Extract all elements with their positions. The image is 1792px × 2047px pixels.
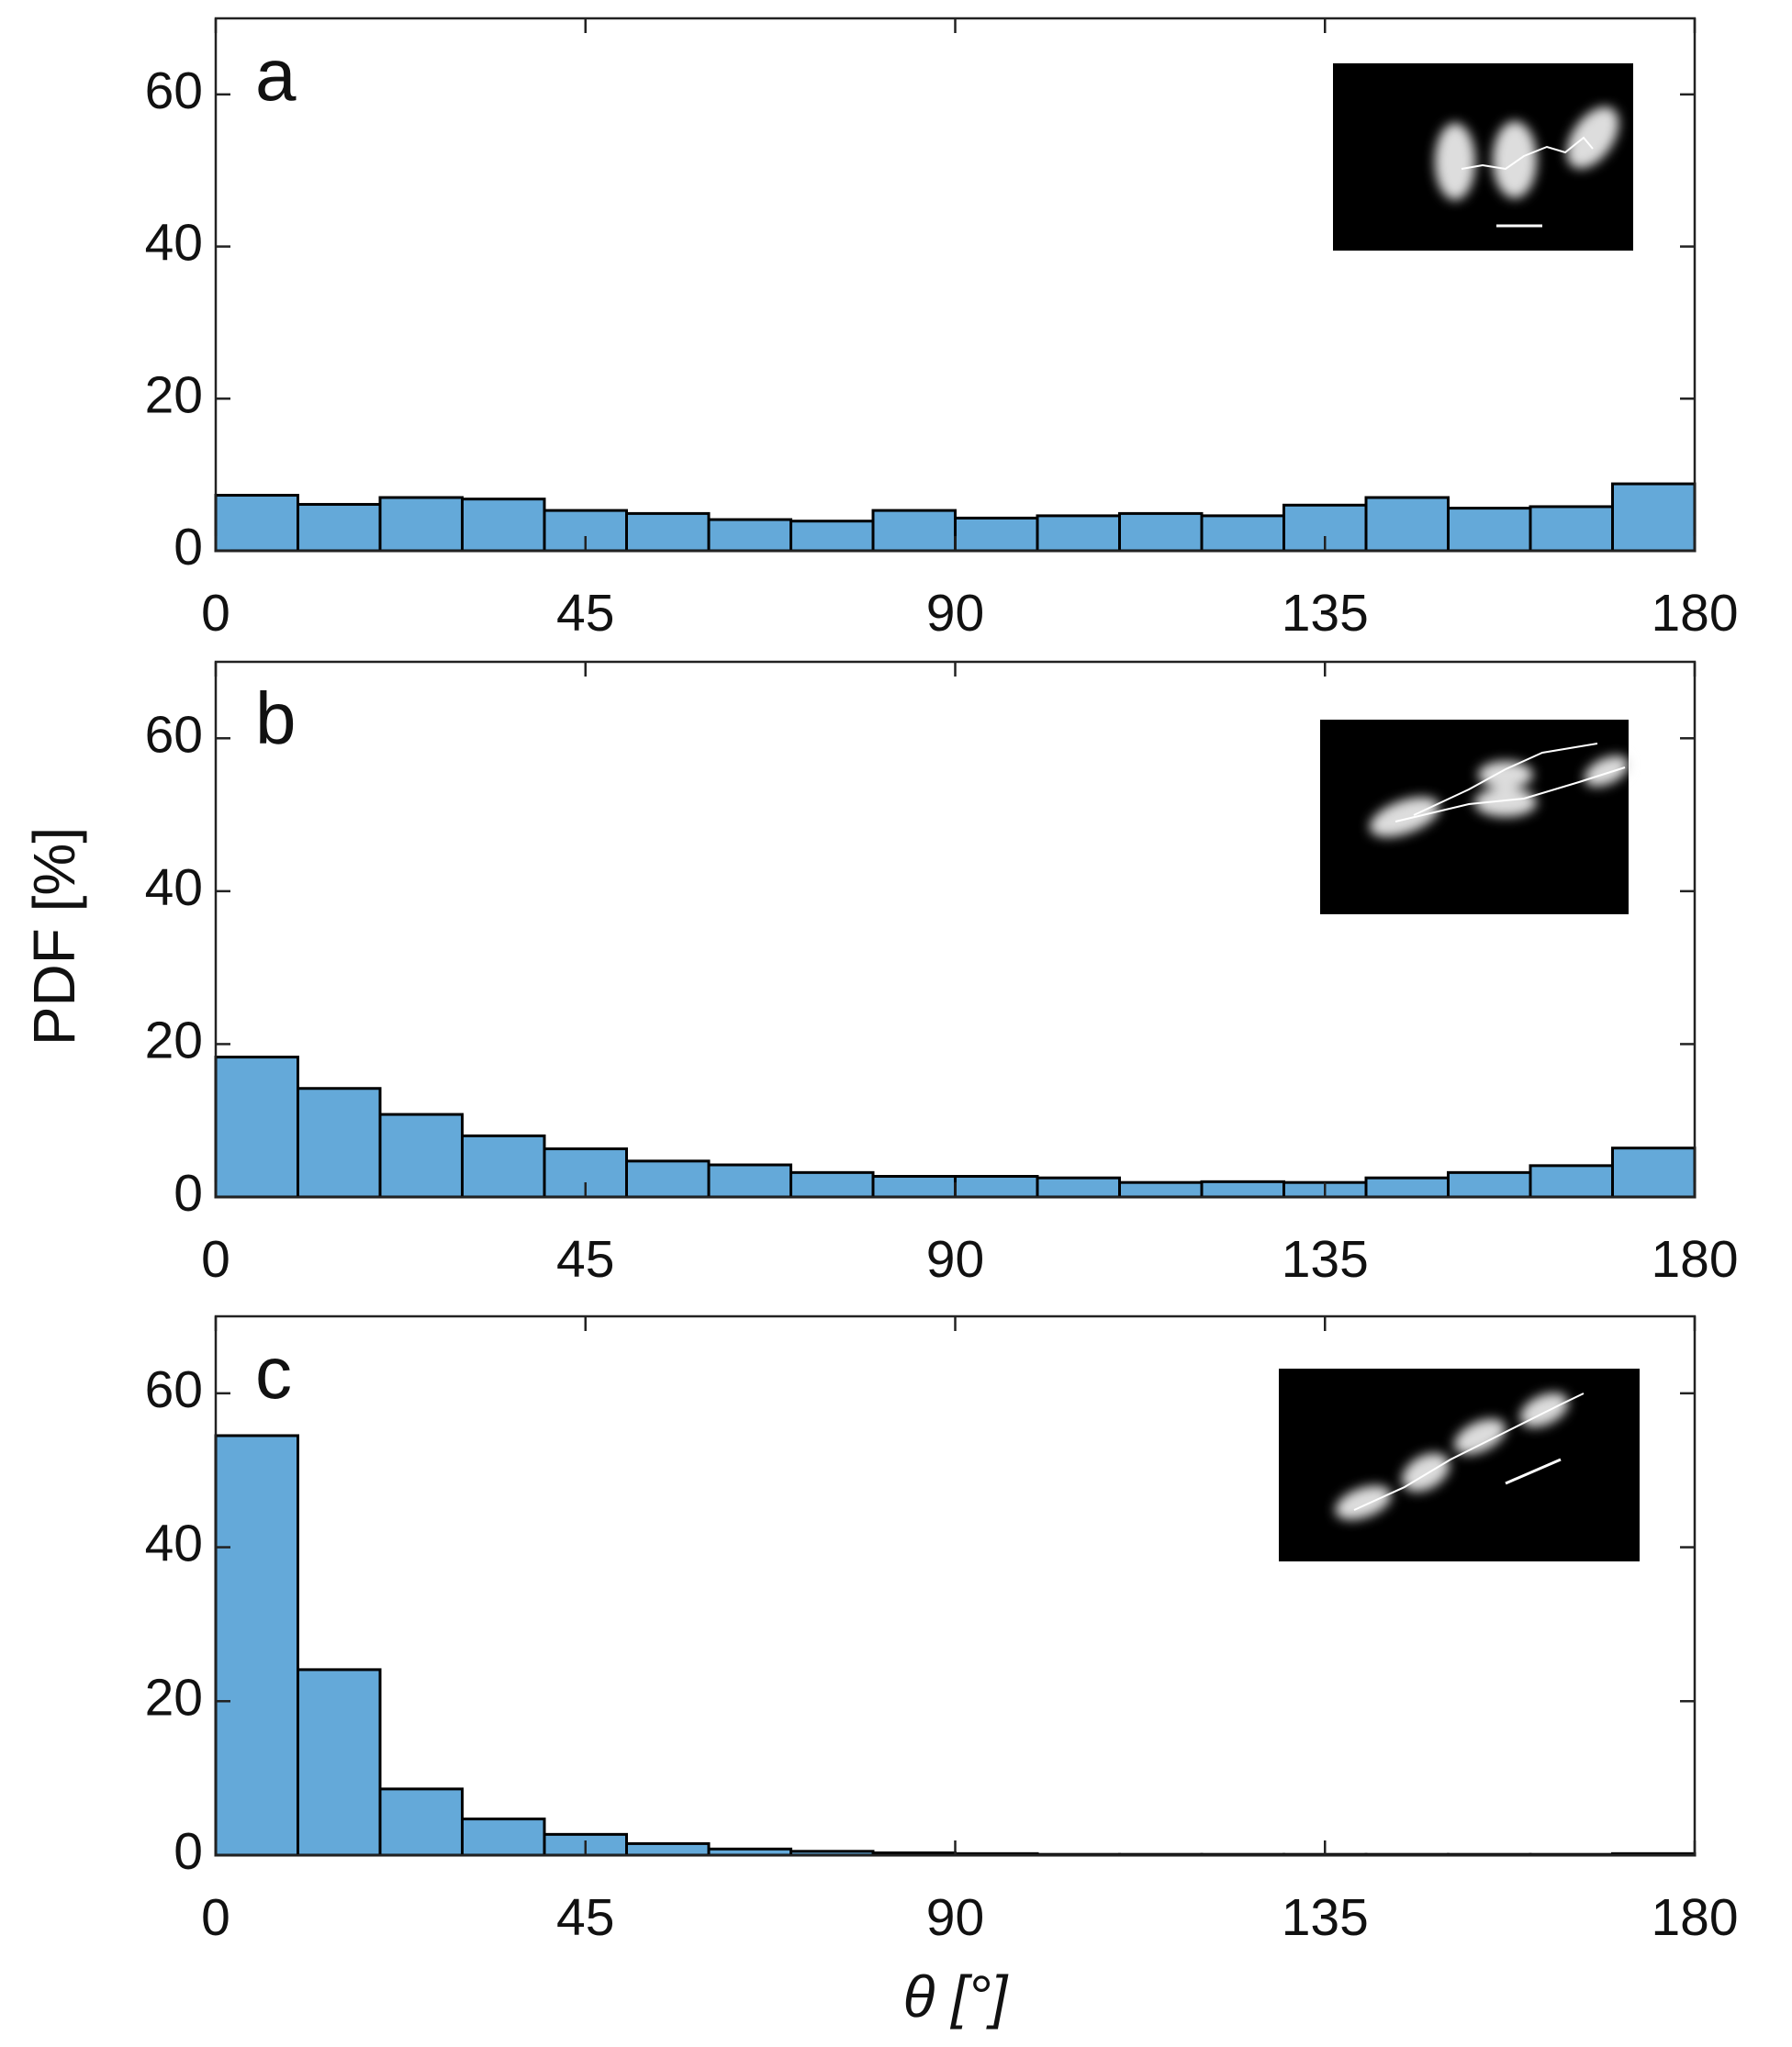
x-tick-label: 0 — [201, 1888, 230, 1947]
x-tick-label: 45 — [556, 1230, 614, 1289]
x-tick-label: 180 — [1651, 1230, 1738, 1289]
bar — [297, 1668, 382, 1857]
bar — [378, 1113, 464, 1199]
panel-label: c — [255, 1332, 292, 1414]
y-tick-label: 20 — [145, 1668, 203, 1727]
bar — [1364, 1176, 1450, 1199]
bar — [1447, 1170, 1532, 1199]
y-tick-label: 0 — [174, 1822, 203, 1881]
bar — [378, 1787, 464, 1857]
x-tick-label: 180 — [1651, 1888, 1738, 1947]
x-tick-label: 135 — [1282, 1888, 1369, 1947]
inset-image — [1333, 63, 1633, 251]
x-tick-label: 180 — [1651, 584, 1738, 643]
x-tick-label: 135 — [1282, 584, 1369, 643]
bar — [214, 494, 299, 553]
bar — [461, 1818, 546, 1857]
y-tick-label: 60 — [145, 62, 203, 120]
inset-image — [1279, 1369, 1640, 1561]
bar — [790, 1170, 875, 1199]
y-tick-label: 40 — [145, 214, 203, 273]
bar — [1529, 1164, 1614, 1199]
bar — [1118, 511, 1204, 553]
bar — [1200, 1180, 1285, 1199]
bar — [871, 509, 957, 553]
y-axis-label: PDF [%] — [21, 827, 87, 1046]
x-tick-label: 45 — [556, 1888, 614, 1947]
bar — [1200, 514, 1285, 553]
bar — [461, 498, 546, 553]
x-tick-label: 135 — [1282, 1230, 1369, 1289]
y-tick-label: 60 — [145, 1360, 203, 1419]
bar — [1118, 1180, 1204, 1199]
bar — [625, 1841, 711, 1857]
bar — [790, 520, 875, 553]
bar — [297, 502, 382, 553]
y-tick-label: 40 — [145, 858, 203, 917]
x-tick-label: 90 — [926, 1230, 984, 1289]
bar — [1611, 1147, 1697, 1199]
panel-label: b — [255, 677, 297, 759]
bar — [1611, 482, 1697, 553]
bar — [707, 1163, 792, 1199]
bar — [297, 1087, 382, 1199]
bar — [1036, 514, 1121, 553]
bar — [461, 1134, 546, 1199]
x-tick-label: 90 — [926, 1888, 984, 1947]
bar — [625, 511, 711, 553]
bar — [1447, 507, 1532, 553]
bar — [214, 1434, 299, 1857]
bar — [1036, 1176, 1121, 1199]
x-axis-label: θ [°] — [903, 1963, 1009, 2030]
bar — [707, 518, 792, 553]
x-tick-label: 0 — [201, 1230, 230, 1289]
y-tick-label: 40 — [145, 1515, 203, 1573]
bar — [625, 1159, 711, 1199]
inset-image — [1320, 720, 1630, 914]
bar — [954, 1175, 1039, 1199]
y-tick-label: 20 — [145, 365, 203, 424]
y-tick-label: 60 — [145, 705, 203, 764]
y-tick-label: 0 — [174, 518, 203, 576]
bar — [214, 1056, 299, 1199]
x-tick-label: 90 — [926, 584, 984, 643]
bar — [378, 496, 464, 553]
y-tick-label: 0 — [174, 1164, 203, 1223]
y-tick-label: 20 — [145, 1011, 203, 1069]
bar — [871, 1175, 957, 1199]
x-tick-label: 0 — [201, 584, 230, 643]
x-tick-label: 45 — [556, 584, 614, 643]
bar — [1364, 496, 1450, 553]
bar — [954, 516, 1039, 553]
panel-label: a — [255, 34, 297, 116]
bar — [1529, 505, 1614, 553]
